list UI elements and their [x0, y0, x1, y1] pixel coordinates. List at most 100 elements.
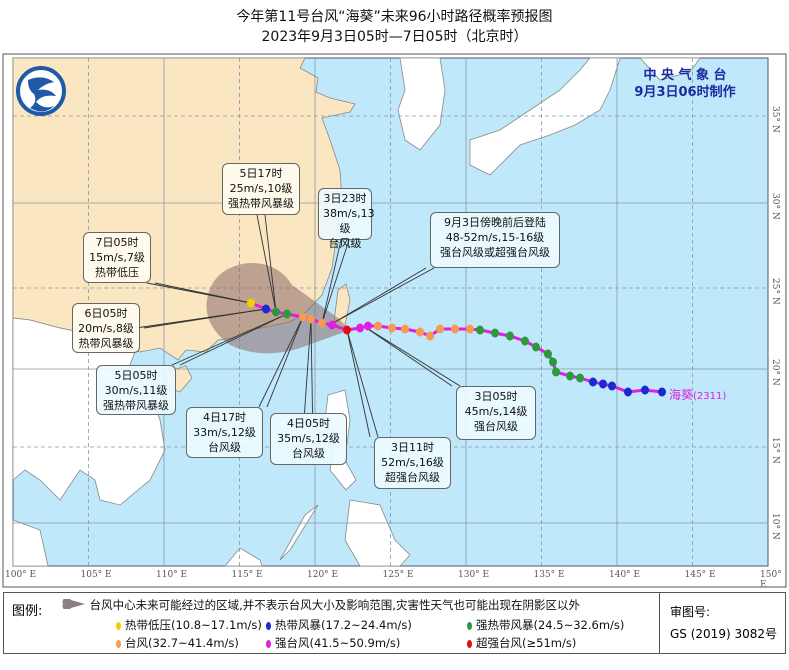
typhoon-marker-icon: [266, 621, 271, 630]
callout-line: 7日05时: [95, 236, 139, 249]
callout-line: 3日11时: [391, 441, 434, 454]
track-point: [658, 387, 666, 397]
track-point: [262, 304, 270, 314]
callout-landfall: 9月3日傍晚前后登陆 48-52m/s,15-16级 强台风级或超强台风级: [430, 212, 560, 268]
callout-line: 台风级: [328, 237, 362, 250]
legend-label: 台风(32.7~41.4m/s): [125, 636, 239, 650]
track-point: [374, 321, 382, 331]
callout-line: 30m/s,11级: [104, 384, 168, 397]
lat-label: 35° N: [770, 106, 780, 133]
storm-name: 海葵: [669, 388, 694, 402]
callout-6d05: 6日05时 20m/s,8级 热带风暴级: [72, 303, 140, 353]
lon-label: 100° E: [5, 570, 37, 580]
callout-4d17: 4日17时 33m/s,12级 台风级: [186, 407, 263, 458]
lat-label: 30° N: [770, 193, 780, 220]
lat-label: 25° N: [770, 278, 780, 305]
callout-line: 52m/s,16级: [381, 456, 444, 469]
track-point: [552, 367, 560, 377]
legend-title: 图例:: [12, 604, 43, 619]
track-point: [599, 379, 607, 389]
korea-land: [397, 57, 446, 151]
made-time: 9月3日06时制作: [634, 85, 736, 100]
callout-line: 33m/s,12级: [193, 426, 256, 439]
leader-line: [264, 214, 277, 313]
leader-line: [266, 316, 304, 408]
callout-3d23: 3日23时 38m/s,13级 台风级: [318, 188, 375, 250]
leader-line: [154, 282, 252, 304]
track-point: [299, 312, 307, 322]
typhoon-marker-icon: [467, 621, 472, 630]
track-point: [566, 371, 574, 381]
track-point: [364, 321, 372, 331]
typhoon-marker-icon: [116, 621, 121, 630]
leader-line: [346, 329, 371, 438]
legend-cone: 台风中心未来可能经过的区域,并不表示台风大小及影响范围,灾害性天气也可能出现在阴…: [62, 597, 580, 613]
leader-line: [334, 267, 435, 323]
callout-line: 3日23时: [323, 192, 367, 205]
legend: 图例: 台风中心未来可能经过的区域,并不表示台风大小及影响范围,灾害性天气也可能…: [3, 592, 786, 654]
callout-line: 35m/s,12级: [277, 432, 340, 445]
leader-line: [143, 308, 267, 329]
legend-label: 超强台风(≥51m/s): [476, 636, 577, 650]
track-point: [388, 323, 396, 333]
leader-line: [346, 329, 379, 438]
lon-label: 145° E: [684, 570, 716, 580]
callout-line: 超强台风级: [385, 471, 440, 484]
agency-name: 中 央 气 象 台: [643, 68, 727, 83]
track-point: [426, 331, 434, 341]
legend-item: 台风(32.7~41.4m/s): [116, 635, 239, 651]
lon-label: 140° E: [609, 570, 641, 580]
callout-line: 4日05时: [287, 417, 330, 430]
typhoon-marker-icon: [467, 639, 472, 648]
storm-label: 海葵(2311): [669, 386, 726, 403]
legend-cone-text: 台风中心未来可能经过的区域,并不表示台风大小及影响范围,灾害性天气也可能出现在阴…: [89, 598, 580, 612]
callout-line: 5日17时: [239, 167, 283, 180]
track-point: [247, 298, 255, 308]
agency-stamp: 中 央 气 象 台 9月3日06时制作: [600, 67, 770, 101]
lon-label: 105° E: [80, 570, 112, 580]
storm-code: (2311): [693, 391, 727, 402]
track-point: [624, 387, 632, 397]
track-point: [476, 325, 484, 335]
callout-line: 热带风暴级: [78, 337, 134, 350]
lon-label: 115° E: [231, 570, 263, 580]
callout-line: 台风级: [208, 441, 241, 454]
callout-4d05: 4日05时 35m/s,12级 台风级: [270, 413, 347, 465]
leader-line: [364, 326, 461, 387]
callout-line: 强台风级: [474, 420, 518, 433]
track-point: [532, 342, 540, 352]
lon-label: 135° E: [533, 570, 565, 580]
lat-label: 20° N: [770, 359, 780, 386]
track-point: [272, 307, 280, 317]
track-point: [466, 324, 474, 334]
legend-item: 强热带风暴(24.5~32.6m/s): [467, 617, 624, 633]
track-point: [451, 324, 459, 334]
track-point: [549, 357, 557, 367]
callout-line: 15m/s,7级: [89, 251, 145, 264]
leader-line: [334, 267, 427, 323]
leader-line: [179, 313, 288, 366]
legend-item: 热带风暴(17.2~24.4m/s): [266, 617, 412, 633]
track-point: [589, 377, 597, 387]
lat-label: 10° N: [770, 513, 780, 540]
lon-label: 120° E: [307, 570, 339, 580]
callout-3d11: 3日11时 52m/s,16级 超强台风级: [374, 437, 451, 489]
palawan-land: [279, 504, 319, 561]
callout-line: 9月3日傍晚前后登陆: [444, 216, 546, 229]
leader-line: [364, 326, 453, 387]
callout-line: 台风级: [292, 447, 325, 460]
track-point: [343, 325, 351, 335]
legend-label: 强热带风暴(24.5~32.6m/s): [476, 618, 625, 632]
callout-3d05: 3日05时 45m/s,14级 强台风级: [456, 386, 536, 440]
track-point: [641, 385, 649, 395]
legend-item: 强台风(41.5~50.9m/s): [266, 635, 400, 651]
map-title: 今年第11号台风“海葵”未来96小时路径概率预报图: [236, 9, 553, 25]
lon-label: 125° E: [382, 570, 414, 580]
review-label: 审图号:: [670, 605, 711, 619]
callout-line: 45m/s,14级: [464, 405, 528, 418]
lon-label: 110° E: [156, 570, 188, 580]
lon-label: 130° E: [458, 570, 490, 580]
callout-5d05: 5日05时 30m/s,11级 强热带风暴级: [96, 365, 176, 415]
